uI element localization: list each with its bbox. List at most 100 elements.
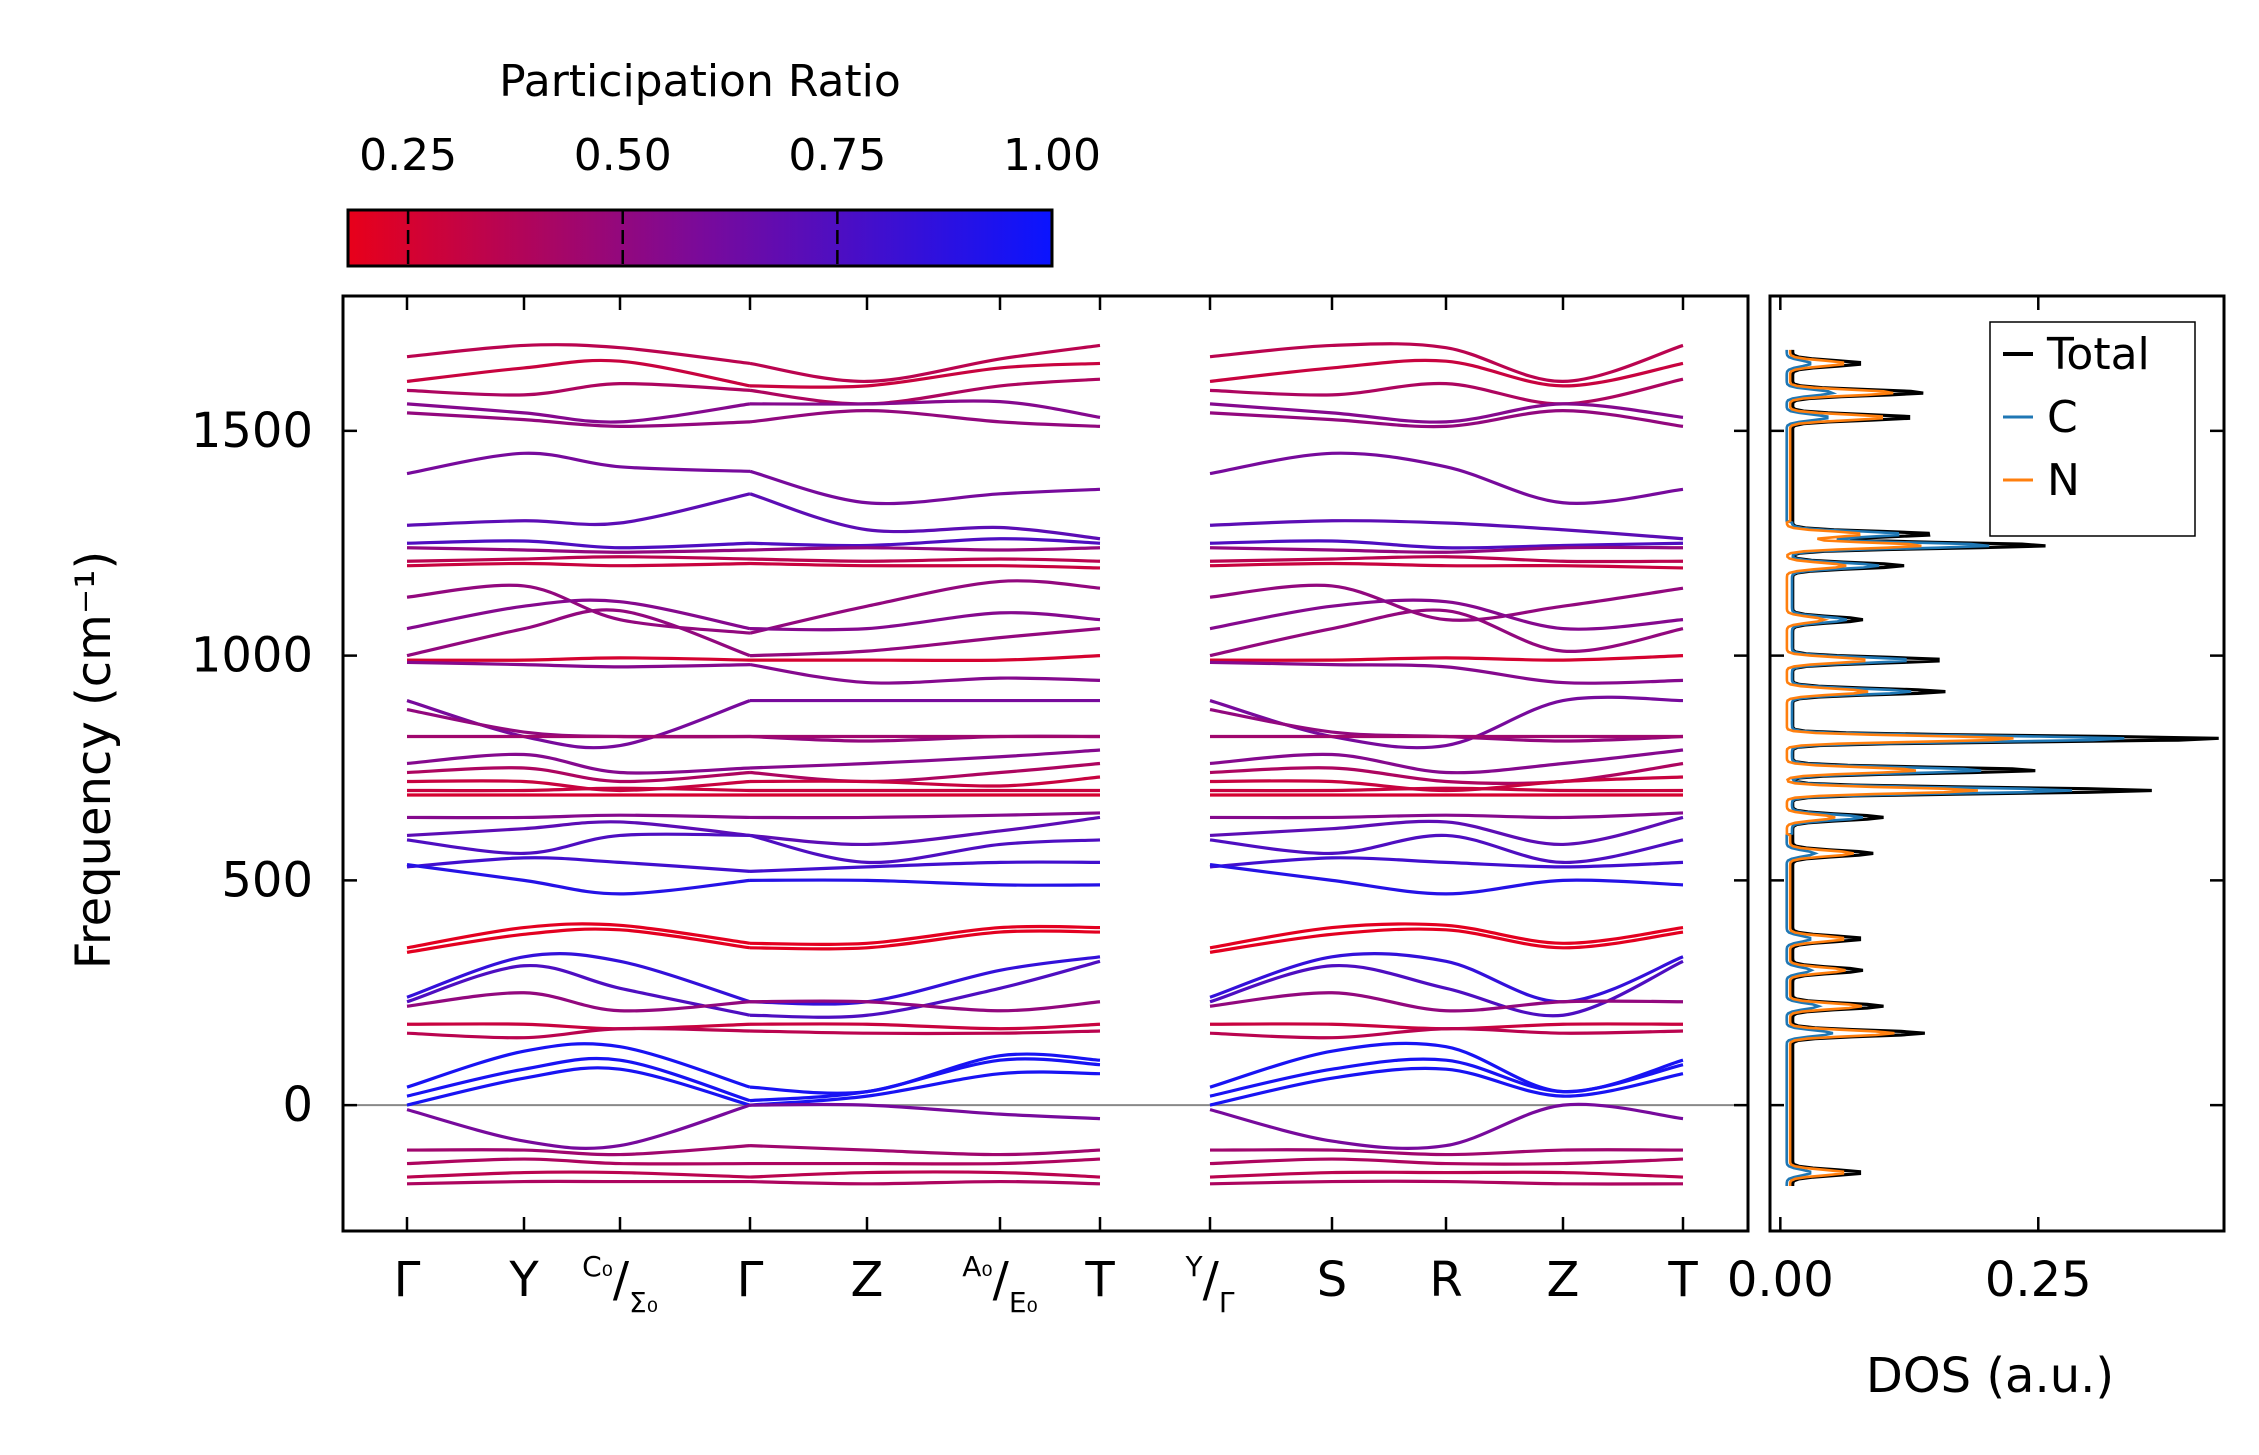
- y-tick-label: 0: [282, 1077, 313, 1133]
- band-line: [749, 611, 1101, 632]
- band-line: [1209, 761, 1684, 786]
- band-line: [749, 579, 1101, 635]
- band-line: [1209, 952, 1684, 1004]
- band-line: [406, 707, 751, 739]
- band-line: [406, 832, 751, 856]
- band-line: [406, 766, 751, 784]
- dos-panel: 0.00 0.25 DOS (a.u.) Total CN: [1727, 294, 2226, 1404]
- band-line: [749, 878, 1101, 887]
- band-line: [1209, 654, 1684, 662]
- band-line: [1209, 991, 1684, 1013]
- y-tick-label: 500: [221, 852, 313, 908]
- dos-total-line: [1791, 349, 2219, 1186]
- band-line: [749, 1070, 1101, 1107]
- colorbar-title: Participation Ratio: [499, 56, 901, 107]
- band-line: [1209, 1102, 1684, 1150]
- band-line: [406, 539, 751, 550]
- band-line: [406, 820, 751, 838]
- band-line: [749, 999, 1101, 1013]
- band-line: [406, 660, 751, 669]
- band-line: [406, 786, 751, 793]
- band-line: [749, 343, 1101, 384]
- band-line: [406, 451, 751, 476]
- band-line: [749, 833, 1101, 865]
- band-line: [406, 1026, 751, 1040]
- band-line: [749, 627, 1101, 658]
- band-line: [406, 1066, 751, 1107]
- band-line: [406, 402, 751, 424]
- x-tick-label: Z: [1547, 1252, 1580, 1308]
- band-line: [1209, 561, 1684, 570]
- band-line: [406, 1170, 751, 1179]
- band-line: [406, 382, 751, 397]
- band-line: [1209, 409, 1684, 429]
- dos-curves: [1785, 349, 2219, 1186]
- band-line: [406, 492, 751, 527]
- bands: [406, 342, 1684, 1186]
- band-line: [406, 1157, 751, 1166]
- x-tick-label: Z: [851, 1252, 884, 1308]
- legend-box: [1989, 321, 2196, 537]
- band-line: [406, 964, 751, 1017]
- band-line: [749, 537, 1101, 548]
- y-axis-title: Frequency (cm⁻¹): [66, 551, 122, 969]
- band-line: [749, 761, 1101, 784]
- x-tick-label: Y: [508, 1252, 539, 1308]
- x-axis-title-dos: DOS (a.u.): [1866, 1348, 2114, 1404]
- band-y-ticks: 0 500 1000 1500: [191, 403, 1748, 1133]
- band-line: [406, 555, 751, 563]
- band-line: [406, 813, 751, 820]
- band-line: [749, 1029, 1101, 1036]
- band-line: [749, 860, 1101, 873]
- legend-label: N: [2047, 455, 2080, 506]
- band-line: [406, 699, 751, 750]
- band-line: [1209, 833, 1684, 864]
- band-line: [406, 598, 751, 631]
- band-line: [406, 752, 751, 775]
- y-tick-label: 1500: [191, 403, 313, 459]
- band-line: [749, 1057, 1101, 1103]
- colorbar-tick-label: 0.25: [359, 130, 457, 181]
- band-line: [749, 959, 1101, 1019]
- dos-y-ticks: [1770, 429, 2224, 1107]
- band-line: [1209, 815, 1684, 847]
- band-line: [749, 1170, 1101, 1179]
- band-line: [406, 1103, 751, 1150]
- dos-x-tick-label: 0.00: [1727, 1252, 1834, 1308]
- band-line: [406, 1042, 751, 1089]
- band-line: [406, 952, 751, 1004]
- band-line: [1209, 922, 1684, 950]
- colorbar-tick-label: 0.50: [574, 130, 672, 181]
- band-line: [1209, 402, 1684, 424]
- x-tick-label: Y/Γ: [1185, 1250, 1235, 1319]
- band-line: [1209, 660, 1684, 685]
- band-x-ticks: Γ Y C₀/Σ₀ Γ Z A₀/E₀ T Y/Γ S R Z T: [394, 296, 1698, 1319]
- band-line: [1209, 1170, 1684, 1179]
- x-tick-label: T: [1084, 1252, 1115, 1308]
- colorbar-ticks: [406, 210, 839, 266]
- band-line: [406, 561, 751, 568]
- band-line: [406, 656, 751, 662]
- band-line: [406, 856, 751, 873]
- band-line: [1209, 927, 1684, 954]
- band-line: [749, 1143, 1101, 1157]
- dos-x-tick-label: 0.25: [1985, 1252, 2092, 1308]
- colorbar-tick-label: 0.75: [788, 130, 886, 181]
- band-line: [406, 1143, 751, 1157]
- band-line: [749, 815, 1101, 847]
- band-structure-panel: 0 500 1000 1500 Γ Y C₀/Σ₀ Γ Z A₀/E₀ T Y/Γ S R Z T Freq…: [66, 294, 1750, 1319]
- band-line: [749, 361, 1101, 389]
- band-line: [749, 409, 1101, 428]
- band-line: [749, 929, 1101, 951]
- x-tick-label: R: [1429, 1252, 1462, 1308]
- band-line: [749, 399, 1101, 419]
- band-line: [749, 561, 1101, 570]
- band-line: [1209, 1027, 1684, 1040]
- band-line: [1209, 811, 1684, 820]
- band-line: [1209, 358, 1684, 388]
- band-line: [1209, 342, 1684, 384]
- band-line: [1209, 748, 1684, 775]
- band-line: [406, 1179, 750, 1186]
